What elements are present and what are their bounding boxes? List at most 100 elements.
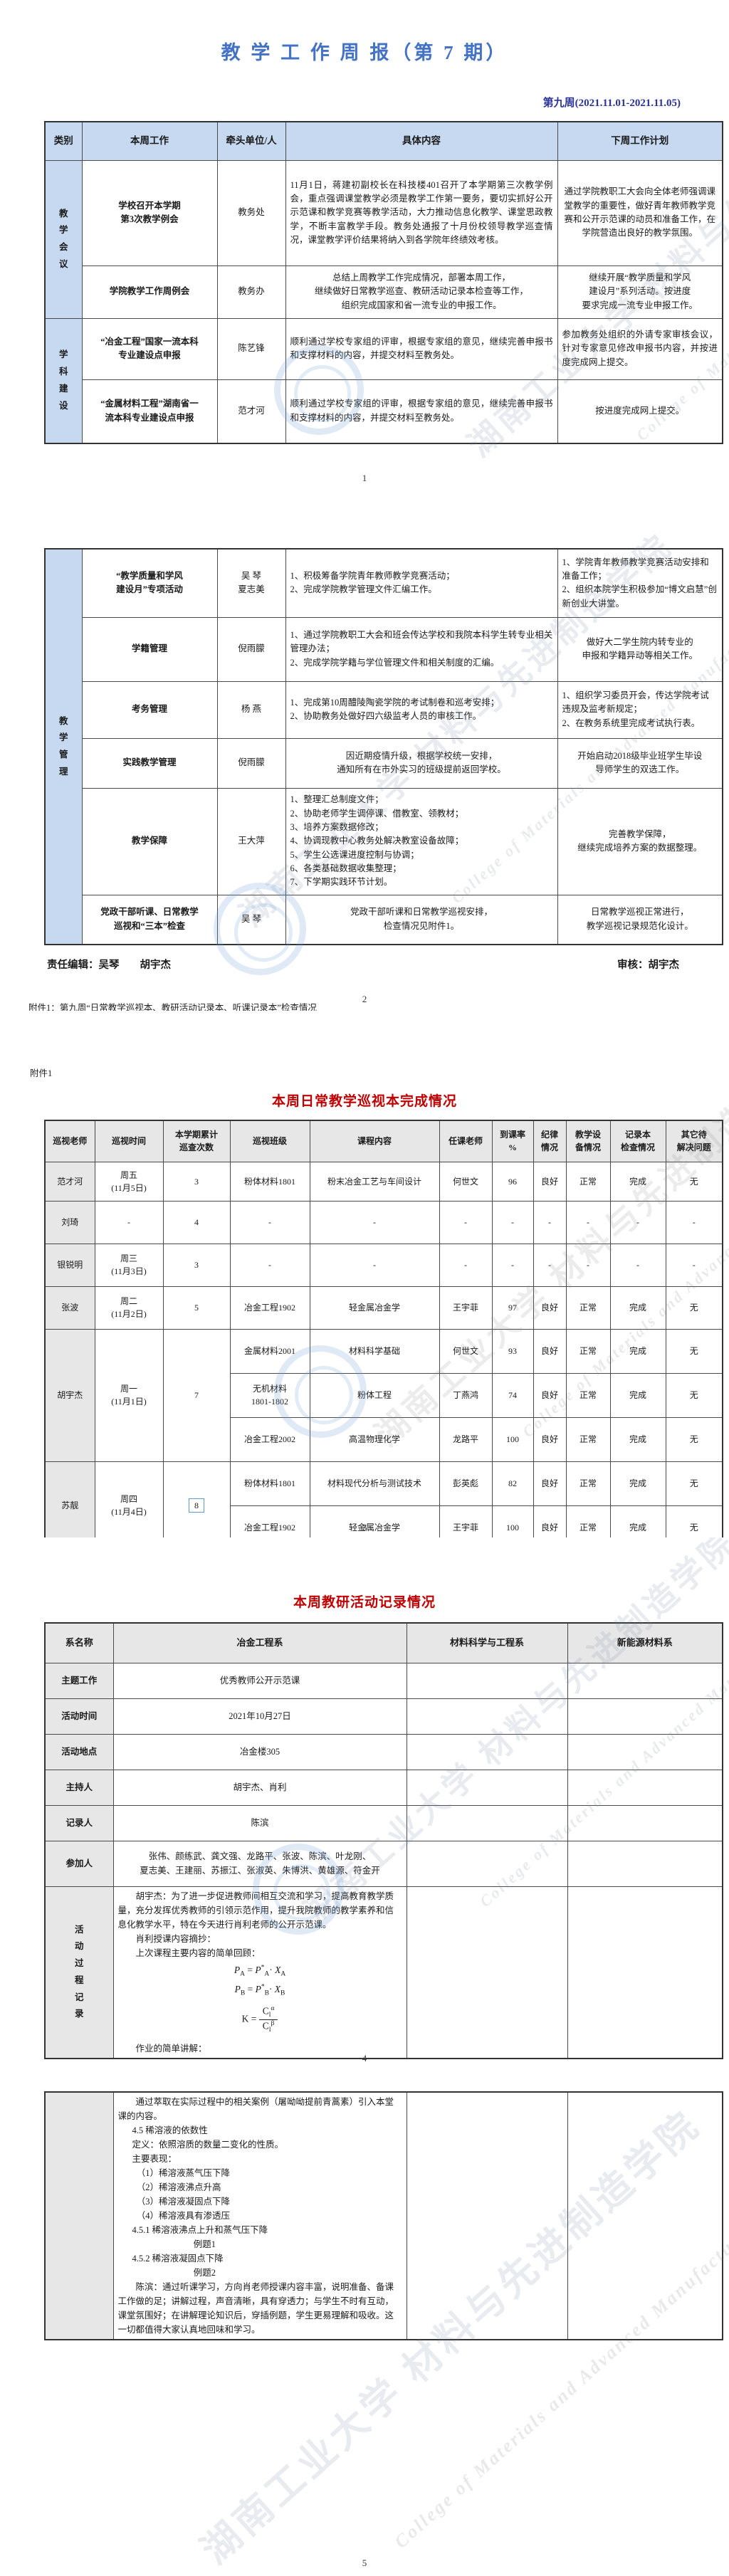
other-cell: 无 bbox=[665, 1372, 723, 1418]
course-cell: 粉末冶金工艺与车间设计 bbox=[309, 1161, 440, 1202]
instructor-cell: 龙路平 bbox=[439, 1416, 493, 1462]
research-activity-continuation-page: 湖南工业大学 材料与先进制造学院 College of Materials an… bbox=[0, 2071, 729, 2576]
work-cell: 学校召开本学期 第3次教学例会 bbox=[81, 159, 218, 266]
work-cell: “金属材料工程”湖南省一 流本科专业建设点申报 bbox=[81, 379, 218, 444]
process-paragraph: 作业的简单讲解： bbox=[135, 2044, 207, 2054]
rate-cell: 96 bbox=[491, 1161, 534, 1202]
col-attendance: 到课率 % bbox=[491, 1120, 534, 1162]
table-row: 学籍管理 倪雨朦 1、通过学院教职工大会和班会传达学校和我院本科学生转专业相关管… bbox=[45, 616, 723, 682]
example-label: 例题2 bbox=[193, 2268, 216, 2278]
lead-cell: 范才河 bbox=[216, 379, 286, 444]
col-dept-name: 系名称 bbox=[44, 1622, 114, 1663]
record-cell: 完成 bbox=[609, 1161, 666, 1202]
instructor-cell: 丁燕鸿 bbox=[439, 1372, 493, 1418]
process-content-continued: 通过萃取在实际过程中的相关案例（屠呦呦提前青蒿素）引入本堂课的内容。 4.5 稀… bbox=[112, 2091, 407, 2340]
list-item: （1）稀溶液蒸气压下降 bbox=[136, 2168, 231, 2178]
time-cell: 周二 (11月2日) bbox=[94, 1286, 164, 1330]
plan-cell: 做好大二学生院内转专业的 申报和学籍异动等相关工作。 bbox=[557, 616, 723, 682]
inspection-row: 胡宇杰 周一 (11月1日) 7 金属材料2001 材料科学基础 何世文 93 … bbox=[44, 1328, 723, 1462]
inspection-row: 冶金工程1902 轻金属冶金学 王宇菲 100 良好 正常 完成 无 bbox=[45, 1505, 723, 1537]
research-activity-title: 本周教研活动记录情况 bbox=[293, 1595, 436, 1610]
process-paragraph: 肖利授课内容摘抄： bbox=[135, 1933, 216, 1944]
rate-cell: 100 bbox=[491, 1416, 534, 1462]
count-cell: 5 bbox=[162, 1286, 231, 1330]
empty-cell bbox=[567, 1804, 723, 1841]
activity-row: 记录人 陈滨 bbox=[44, 1804, 723, 1841]
other-cell: 无 bbox=[665, 1328, 723, 1374]
research-activity-table: 系名称 冶金工程系 材料科学与工程系 新能源材料系 主题工作 优秀教师公开示范课… bbox=[44, 1622, 723, 2060]
rate-cell: 97 bbox=[491, 1286, 534, 1330]
equipment-cell: 正常 bbox=[565, 1416, 611, 1462]
course-cell: 材料科学基础 bbox=[309, 1328, 440, 1374]
list-item: （3）稀溶液凝固点下降 bbox=[136, 2197, 231, 2207]
plan-cell: 按进度完成网上提交。 bbox=[557, 379, 723, 444]
instructor-cell: 王宇菲 bbox=[439, 1505, 493, 1537]
inspection-row: 苏靓 周四 (11月4日) 8 粉体材料1801 材料现代分析与测试技术 彭英彪… bbox=[44, 1461, 723, 1537]
attachment1-page: 湖南工业大学 材料与先进制造学院 College of Materials an… bbox=[0, 1011, 729, 1537]
count-cell: 8 bbox=[162, 1461, 231, 1537]
discipline-cell: 良好 bbox=[533, 1286, 567, 1330]
lead-cell: 倪雨朦 bbox=[216, 737, 286, 789]
table-row: 实践教学管理 倪雨朦 因近期疫情升级，根据学校统一安排， 通知所有在市外实习的班… bbox=[45, 737, 723, 789]
section-heading: 4.5 稀溶液的依数性 bbox=[132, 2125, 208, 2135]
weekly-work-table-continued: 教学管理 “教学质量和学风 建设月”专项活动 吴 琴 夏志美 1、积极筹备学院青… bbox=[44, 548, 723, 945]
report-page-1: 湖南工业大学 材料与先进制造学院 College of Materials an… bbox=[0, 0, 729, 512]
inspector-cell: 胡宇杰 bbox=[44, 1328, 95, 1462]
section-heading: 4.5.1 稀溶液沸点上升和蒸气压下降 bbox=[132, 2225, 268, 2235]
participants-value: 张伟、颜练武、龚文强、龙路平、张波、陈滨、叶龙刚、 夏志美、王建丽、苏振江、张淑… bbox=[112, 1840, 407, 1887]
col-header-lead: 牵头单位/人 bbox=[216, 121, 286, 161]
detail-cell: 1、完成第10周醴陵陶瓷学院的考试制卷和巡考安排； 2、协助教务处做好四六级监考… bbox=[285, 680, 558, 739]
detail-cell: 顺利通过学校专家组的评审，根据专家组的意见，继续完善申报书和支撑材料的内容，并提… bbox=[285, 379, 558, 444]
other-cell: 无 bbox=[665, 1161, 723, 1202]
inspection-row: 冶金工程2002 高温物理化学 龙路平 100 良好 正常 完成 无 bbox=[45, 1416, 723, 1462]
equipment-cell: - bbox=[565, 1200, 611, 1244]
row-label: 参加人 bbox=[44, 1840, 114, 1887]
reviewer: 审核：胡宇杰 bbox=[617, 960, 679, 971]
col-equipment: 教学设 备情况 bbox=[565, 1120, 611, 1162]
col-metallurgy-dept: 冶金工程系 bbox=[112, 1622, 407, 1663]
inspection-row: 银锐明 周三 (11月3日) 3 - - - - - - - - bbox=[44, 1243, 723, 1287]
week-range-label: 第九周(2021.11.01-2021.11.05) bbox=[542, 98, 681, 109]
col-course: 课程内容 bbox=[309, 1120, 440, 1162]
empty-cell bbox=[406, 1769, 568, 1806]
lead-cell: 杨 燕 bbox=[216, 680, 286, 739]
inspector-cell: 张波 bbox=[44, 1286, 95, 1330]
page-number: 1 bbox=[362, 473, 367, 483]
row-value: 胡宇杰、肖利 bbox=[112, 1769, 407, 1806]
col-time: 巡视时间 bbox=[94, 1120, 164, 1162]
record-cell: - bbox=[609, 1200, 666, 1244]
process-paragraph: 通过萃取在实际过程中的相关案例（屠呦呦提前青蒿素）引入本堂课的内容。 bbox=[117, 2097, 394, 2121]
equipment-cell: 正常 bbox=[565, 1372, 611, 1418]
class-cell: - bbox=[229, 1243, 310, 1287]
process-label: 活动过程记录 bbox=[44, 1886, 114, 2059]
col-header-work: 本周工作 bbox=[81, 121, 218, 161]
row-label: 活动地点 bbox=[44, 1733, 114, 1770]
other-cell: 无 bbox=[665, 1461, 723, 1506]
plan-cell: 开始启动2018级毕业班学生毕设 导师学生的双选工作。 bbox=[557, 737, 723, 789]
activity-row: 活动地点 冶金楼305 bbox=[44, 1733, 723, 1770]
course-cell: 高温物理化学 bbox=[309, 1416, 440, 1462]
class-cell: 冶金工程1902 bbox=[229, 1286, 310, 1330]
inspector-cell: 苏靓 bbox=[44, 1461, 95, 1537]
plan-cell: 1、组织学习委员开会，传达学院考试违规及监考新规定； 2、在教务系统里完成考试执… bbox=[557, 680, 723, 739]
detail-cell: 因近期疫情升级，根据学校统一安排， 通知所有在市外实习的班级提前返回学校。 bbox=[285, 737, 558, 789]
table-row: “金属材料工程”湖南省一 流本科专业建设点申报 范才河 顺利通过学校专家组的评审… bbox=[45, 379, 723, 444]
rate-cell: 74 bbox=[491, 1372, 534, 1418]
process-paragraph: 定义：依照溶质的数量二变化的性质。 bbox=[132, 2140, 284, 2150]
process-paragraph: 上次课程主要内容的简单回顾： bbox=[135, 1947, 261, 1958]
activity-row: 活动时间 2021年10月27日 bbox=[44, 1698, 723, 1735]
inspection-row: 范才河 周五 (11月5日) 3 粉体材料1801 粉末冶金工艺与车间设计 何世… bbox=[44, 1161, 723, 1202]
course-cell: - bbox=[309, 1243, 440, 1287]
process-label-empty bbox=[44, 2091, 114, 2340]
col-header-detail: 具体内容 bbox=[285, 121, 558, 161]
instructor-cell: 何世文 bbox=[439, 1328, 493, 1374]
record-cell: 完成 bbox=[609, 1286, 666, 1330]
other-cell: 无 bbox=[665, 1416, 723, 1462]
empty-cell bbox=[406, 1698, 568, 1735]
record-cell: 完成 bbox=[609, 1372, 666, 1418]
chief-editors: 责任编辑：吴琴 胡宇杰 bbox=[47, 960, 171, 971]
record-cell: 完成 bbox=[609, 1461, 666, 1506]
row-label: 主题工作 bbox=[44, 1662, 114, 1699]
weekly-work-table: 类别 本周工作 牵头单位/人 具体内容 下周工作计划 教学会议 学校召开本学期 … bbox=[44, 121, 723, 444]
lead-cell: 教务办 bbox=[216, 265, 286, 319]
